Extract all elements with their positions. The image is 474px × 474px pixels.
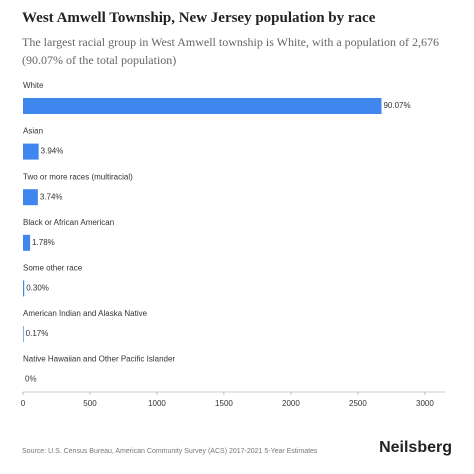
value-label: 0.17% <box>26 329 49 338</box>
value-label: 0.30% <box>26 284 49 293</box>
bar <box>23 234 31 251</box>
value-label: 3.74% <box>40 192 63 201</box>
category-label: Asian <box>23 127 43 136</box>
bar <box>23 189 38 206</box>
value-label: 0% <box>25 375 37 384</box>
brand: Neilsberg <box>379 439 452 456</box>
x-tick-label: 2000 <box>282 399 300 408</box>
x-tick-label: 0 <box>21 399 26 408</box>
x-tick-label: 1000 <box>148 399 166 408</box>
category-label: Native Hawaiian and Other Pacific Island… <box>23 355 175 364</box>
x-tick-label: 3000 <box>416 399 434 408</box>
bar <box>23 143 39 160</box>
category-label: Two or more races (multiracial) <box>23 172 133 181</box>
bar <box>23 326 24 342</box>
value-label: 90.07% <box>383 101 410 110</box>
bar <box>23 280 25 297</box>
category-label: American Indian and Alaska Native <box>23 309 148 318</box>
value-label: 1.78% <box>32 238 55 247</box>
x-tick-label: 2500 <box>349 399 367 408</box>
chart-title: West Amwell Township, New Jersey populat… <box>22 10 376 26</box>
x-tick-label: 1500 <box>215 399 233 408</box>
category-label: Black or African American <box>23 218 114 227</box>
value-label: 3.94% <box>41 147 64 156</box>
source: Source: U.S. Census Bureau, American Com… <box>22 448 318 455</box>
category-label: White <box>23 81 44 90</box>
bar <box>23 98 382 114</box>
x-tick-label: 500 <box>83 399 97 408</box>
category-label: Some other race <box>23 264 83 273</box>
chart-subtitle: The largest racial group in West Amwell … <box>22 35 439 67</box>
